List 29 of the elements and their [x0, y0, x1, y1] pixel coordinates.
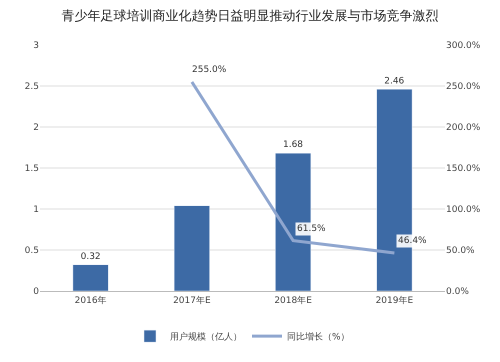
x-tick-label: 2017年E	[173, 294, 211, 306]
legend-label: 用户规模（亿人）	[170, 332, 242, 343]
x-tick-label: 2019年E	[376, 294, 414, 306]
data-label: 255.0%	[192, 65, 227, 75]
y-tick-label: 3	[33, 41, 39, 52]
y-tick-label: 2.5	[24, 82, 39, 92]
x-tick-label: 2018年E	[274, 294, 312, 306]
y2-tick-label: 200.0%	[446, 123, 481, 134]
legend-label: 同比增长（%）	[287, 332, 350, 343]
bar	[72, 264, 109, 291]
data-label: 2.46	[384, 76, 405, 86]
y2-tick-label: 50.0%	[446, 246, 476, 256]
y-tick-label: 2	[33, 123, 39, 134]
y2-tick-label: 250.0%	[446, 82, 481, 92]
chart-title: 青少年足球培训商业化趋势日益明显推动行业发展与市场竞争激烈	[62, 8, 438, 24]
y2-tick-label: 100.0%	[446, 205, 481, 216]
x-tick-label: 2016年	[74, 294, 107, 306]
y2-tick-label: 0.0%	[446, 287, 470, 298]
data-label: 1.68	[282, 140, 304, 150]
y2-tick-label: 150.0%	[446, 164, 481, 174]
y-tick-label: 1.5	[24, 164, 39, 174]
bar	[174, 205, 210, 291]
data-label: 0.32	[80, 252, 101, 262]
data-label: 46.4%	[398, 236, 428, 246]
data-label: 61.5%	[297, 224, 326, 234]
y-tick-label: 1	[33, 205, 39, 216]
y2-tick-label: 300.0%	[446, 41, 481, 52]
y-tick-label: 0.5	[24, 246, 39, 256]
y-tick-label: 0	[33, 287, 40, 298]
